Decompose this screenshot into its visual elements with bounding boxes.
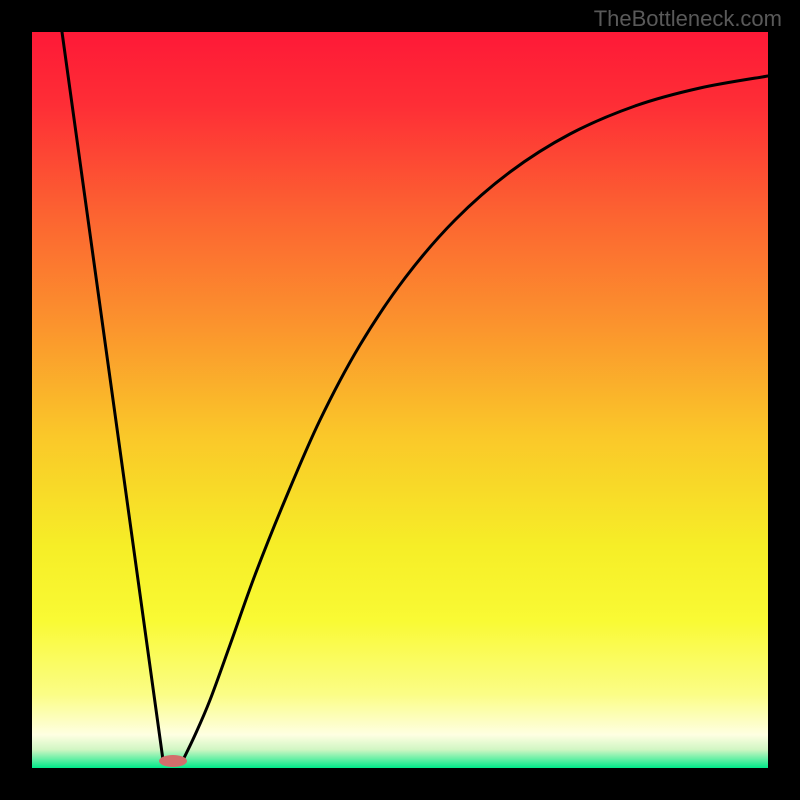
bottleneck-chart: TheBottleneck.com	[0, 0, 800, 800]
plot-background	[32, 32, 768, 768]
watermark-text: TheBottleneck.com	[594, 6, 782, 32]
chart-svg	[0, 0, 800, 800]
optimal-point-marker	[159, 755, 187, 767]
